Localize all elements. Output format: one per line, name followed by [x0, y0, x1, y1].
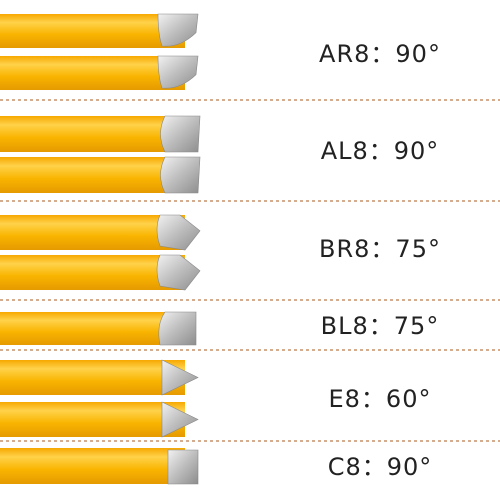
tool-bar: [0, 215, 185, 250]
carbide-tip: [158, 311, 197, 346]
tool-bar: [0, 14, 185, 48]
tool-label: C8：90°: [328, 453, 433, 481]
tool-bar: [0, 157, 185, 193]
tool-label: E8：60°: [329, 385, 432, 413]
tool-bar: [0, 402, 185, 437]
tool-bar: [0, 116, 185, 152]
tool-bar: [0, 360, 185, 395]
tool-bar: [0, 56, 185, 90]
carbide-tip: [160, 156, 201, 194]
tool-label: AR8：90°: [319, 40, 441, 68]
tool-bar: [0, 312, 185, 345]
carbide-tip: [156, 254, 201, 291]
carbide-tip: [161, 401, 199, 438]
carbide-tip: [156, 214, 201, 251]
tool-bar: [0, 448, 185, 484]
tool-label: AL8：90°: [321, 137, 440, 165]
carbide-tip: [157, 13, 199, 47]
carbide-tip: [160, 115, 201, 153]
carbide-tip: [157, 55, 199, 89]
carbide-tip: [161, 359, 199, 396]
tool-label: BR8：75°: [319, 235, 441, 263]
tool-label: BL8：75°: [321, 312, 440, 340]
tool-bar: [0, 255, 185, 290]
carbide-tip: [167, 449, 199, 485]
